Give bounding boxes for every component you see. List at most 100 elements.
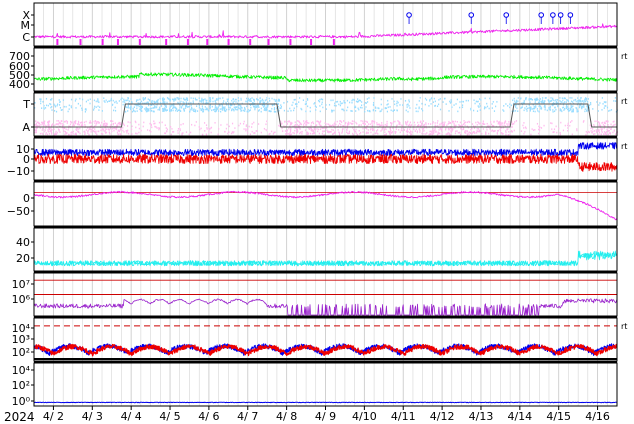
band-point (243, 109, 245, 112)
band-point (324, 122, 326, 124)
band-point (376, 129, 379, 131)
band-point (606, 106, 609, 109)
band-point (65, 128, 67, 131)
band-point (530, 133, 532, 136)
band-point (156, 106, 158, 108)
band-point (435, 130, 437, 133)
band-point (186, 97, 188, 100)
band-point (302, 99, 305, 102)
band-point (461, 106, 464, 109)
band-point (554, 106, 556, 109)
band-point (68, 108, 70, 110)
band-point (233, 106, 235, 109)
band-point (183, 107, 185, 110)
band-point (48, 127, 50, 129)
band-point (363, 103, 365, 106)
band-point (252, 102, 254, 104)
band-point (485, 106, 487, 109)
band-point (233, 109, 235, 112)
band-point (457, 110, 459, 113)
band-point (280, 107, 282, 110)
band-point (355, 100, 358, 103)
band-point (298, 121, 300, 123)
band-point (188, 105, 190, 108)
band-point (276, 100, 278, 102)
band-point (448, 120, 450, 123)
band-point (84, 133, 86, 135)
band-point (99, 106, 101, 109)
band-point (346, 109, 348, 112)
band-point (292, 131, 294, 134)
band-point (556, 101, 558, 103)
band-point (191, 107, 193, 110)
band-point (490, 130, 492, 132)
band-point (163, 107, 166, 110)
band-point (270, 110, 272, 113)
band-point (346, 131, 348, 134)
band-point (416, 131, 418, 134)
band-point (104, 129, 107, 131)
band-point (338, 103, 340, 106)
band-point (63, 120, 66, 123)
band-point (554, 99, 556, 102)
band-point (103, 100, 105, 102)
band-point (216, 108, 218, 111)
band-point (266, 108, 268, 111)
band-point (45, 133, 47, 136)
band-point (389, 131, 391, 133)
band-point (451, 106, 453, 109)
band-point (201, 109, 203, 111)
band-point (407, 120, 409, 123)
band-point (75, 107, 77, 109)
band-point (464, 130, 466, 132)
band-point (235, 108, 237, 111)
band-point (520, 97, 522, 100)
band-point (225, 127, 228, 130)
band-point (523, 109, 525, 112)
band-point (294, 129, 296, 132)
band-point (276, 107, 278, 110)
band-point (142, 102, 144, 105)
band-point (505, 130, 507, 132)
band-point (122, 123, 125, 125)
band-point (431, 131, 433, 134)
band-point (449, 102, 452, 104)
band-point (169, 110, 171, 112)
x-tick-label: 4/ 4 (121, 410, 142, 423)
band-point (381, 122, 383, 124)
band-point (493, 125, 495, 127)
band-point (478, 122, 480, 125)
band-point (323, 130, 325, 132)
band-point (85, 100, 88, 103)
band-point (557, 102, 559, 105)
band-point (534, 100, 536, 102)
band-point (149, 107, 151, 110)
band-point (259, 101, 261, 104)
band-point (158, 127, 161, 130)
band-point (537, 110, 539, 112)
band-point (386, 122, 388, 125)
band-point (351, 101, 353, 104)
band-point (112, 120, 114, 123)
band-point (305, 122, 307, 124)
band-point (273, 110, 275, 113)
band-point (535, 97, 537, 100)
band-point (394, 130, 396, 133)
band-point (246, 110, 248, 113)
y-tick-label-index: −50 (7, 205, 30, 218)
band-point (517, 100, 519, 103)
band-point (390, 124, 392, 127)
band-point (272, 133, 274, 135)
band-point (410, 133, 413, 136)
band-point (184, 107, 187, 109)
band-point (347, 121, 349, 124)
series-layer (33, 12, 618, 404)
band-point (556, 131, 558, 134)
band-point (66, 120, 69, 123)
band-point (571, 97, 573, 99)
band-point (75, 122, 77, 125)
band-point (65, 132, 67, 134)
band-point (451, 129, 453, 132)
band-point (340, 120, 342, 122)
band-point (585, 100, 587, 103)
